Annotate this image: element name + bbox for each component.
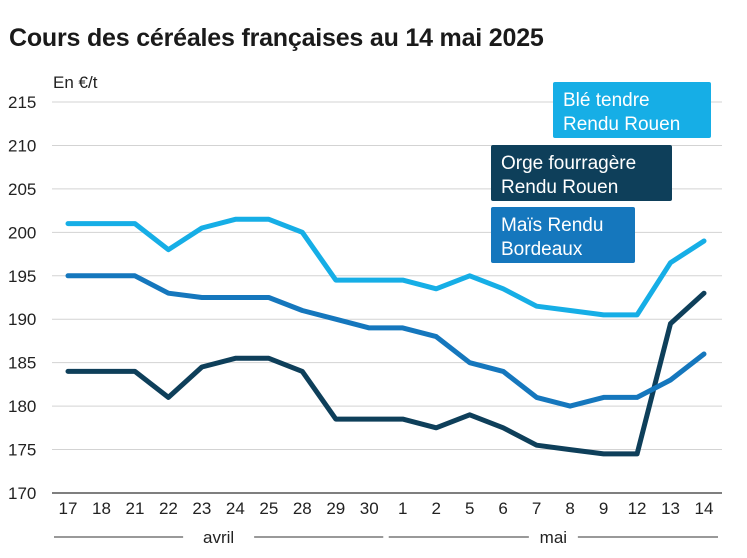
series-line-3 (65, 273, 707, 409)
legend-label: Rendu Rouen (501, 177, 618, 198)
chart-title: Cours des céréales françaises au 14 mai … (9, 24, 544, 52)
x-tick-label: 30 (360, 499, 379, 518)
month-label: mai (540, 528, 567, 547)
x-tick-label: 29 (326, 499, 345, 518)
x-tick-label: 18 (92, 499, 111, 518)
y-tick-label: 195 (8, 267, 36, 286)
x-tick-label: 7 (532, 499, 541, 518)
series-layer (65, 216, 707, 457)
x-tick-label: 21 (125, 499, 144, 518)
x-tick-label: 8 (565, 499, 574, 518)
y-tick-label: 180 (8, 397, 36, 416)
x-tick-label: 2 (431, 499, 440, 518)
series-line-1 (65, 216, 707, 318)
series-line-2 (65, 290, 707, 457)
legend-label: Orge fourragère (501, 153, 636, 174)
x-tick-label: 13 (661, 499, 680, 518)
x-tick-label: 22 (159, 499, 178, 518)
x-tick-label: 17 (59, 499, 78, 518)
x-tick-label: 24 (226, 499, 245, 518)
x-tick-label: 14 (695, 499, 714, 518)
x-tick-label: 9 (599, 499, 608, 518)
x-tick-label: 6 (498, 499, 507, 518)
legend-label: Blé tendre (563, 90, 650, 111)
y-tick-label: 170 (8, 484, 36, 503)
x-tick-label: 12 (628, 499, 647, 518)
legend-box-2 (491, 145, 672, 201)
x-tick-label: 1 (398, 499, 407, 518)
legend-layer: Blé tendre Rendu Rouen Orge fourragère Rend… (491, 82, 711, 263)
y-tick-label: 175 (8, 441, 36, 460)
x-tick-label: 25 (259, 499, 278, 518)
legend-label: Bordeaux (501, 239, 583, 260)
y-tick-label: 200 (8, 223, 36, 242)
y-tick-label: 190 (8, 310, 36, 329)
x-tick-label: 23 (192, 499, 211, 518)
x-tick-label: 28 (293, 499, 312, 518)
legend-box-1 (553, 82, 711, 138)
y-tick-label: 215 (8, 93, 36, 112)
legend-label: Rendu Rouen (563, 114, 680, 135)
month-label: avril (203, 528, 234, 547)
legend-box-3 (491, 207, 635, 263)
y-tick-label: 210 (8, 136, 36, 155)
y-tick-label: 205 (8, 180, 36, 199)
y-tick-label: 185 (8, 354, 36, 373)
legend-label: Maïs Rendu (501, 215, 603, 236)
y-axis-label: En €/t (53, 73, 98, 92)
x-tick-label: 5 (465, 499, 474, 518)
